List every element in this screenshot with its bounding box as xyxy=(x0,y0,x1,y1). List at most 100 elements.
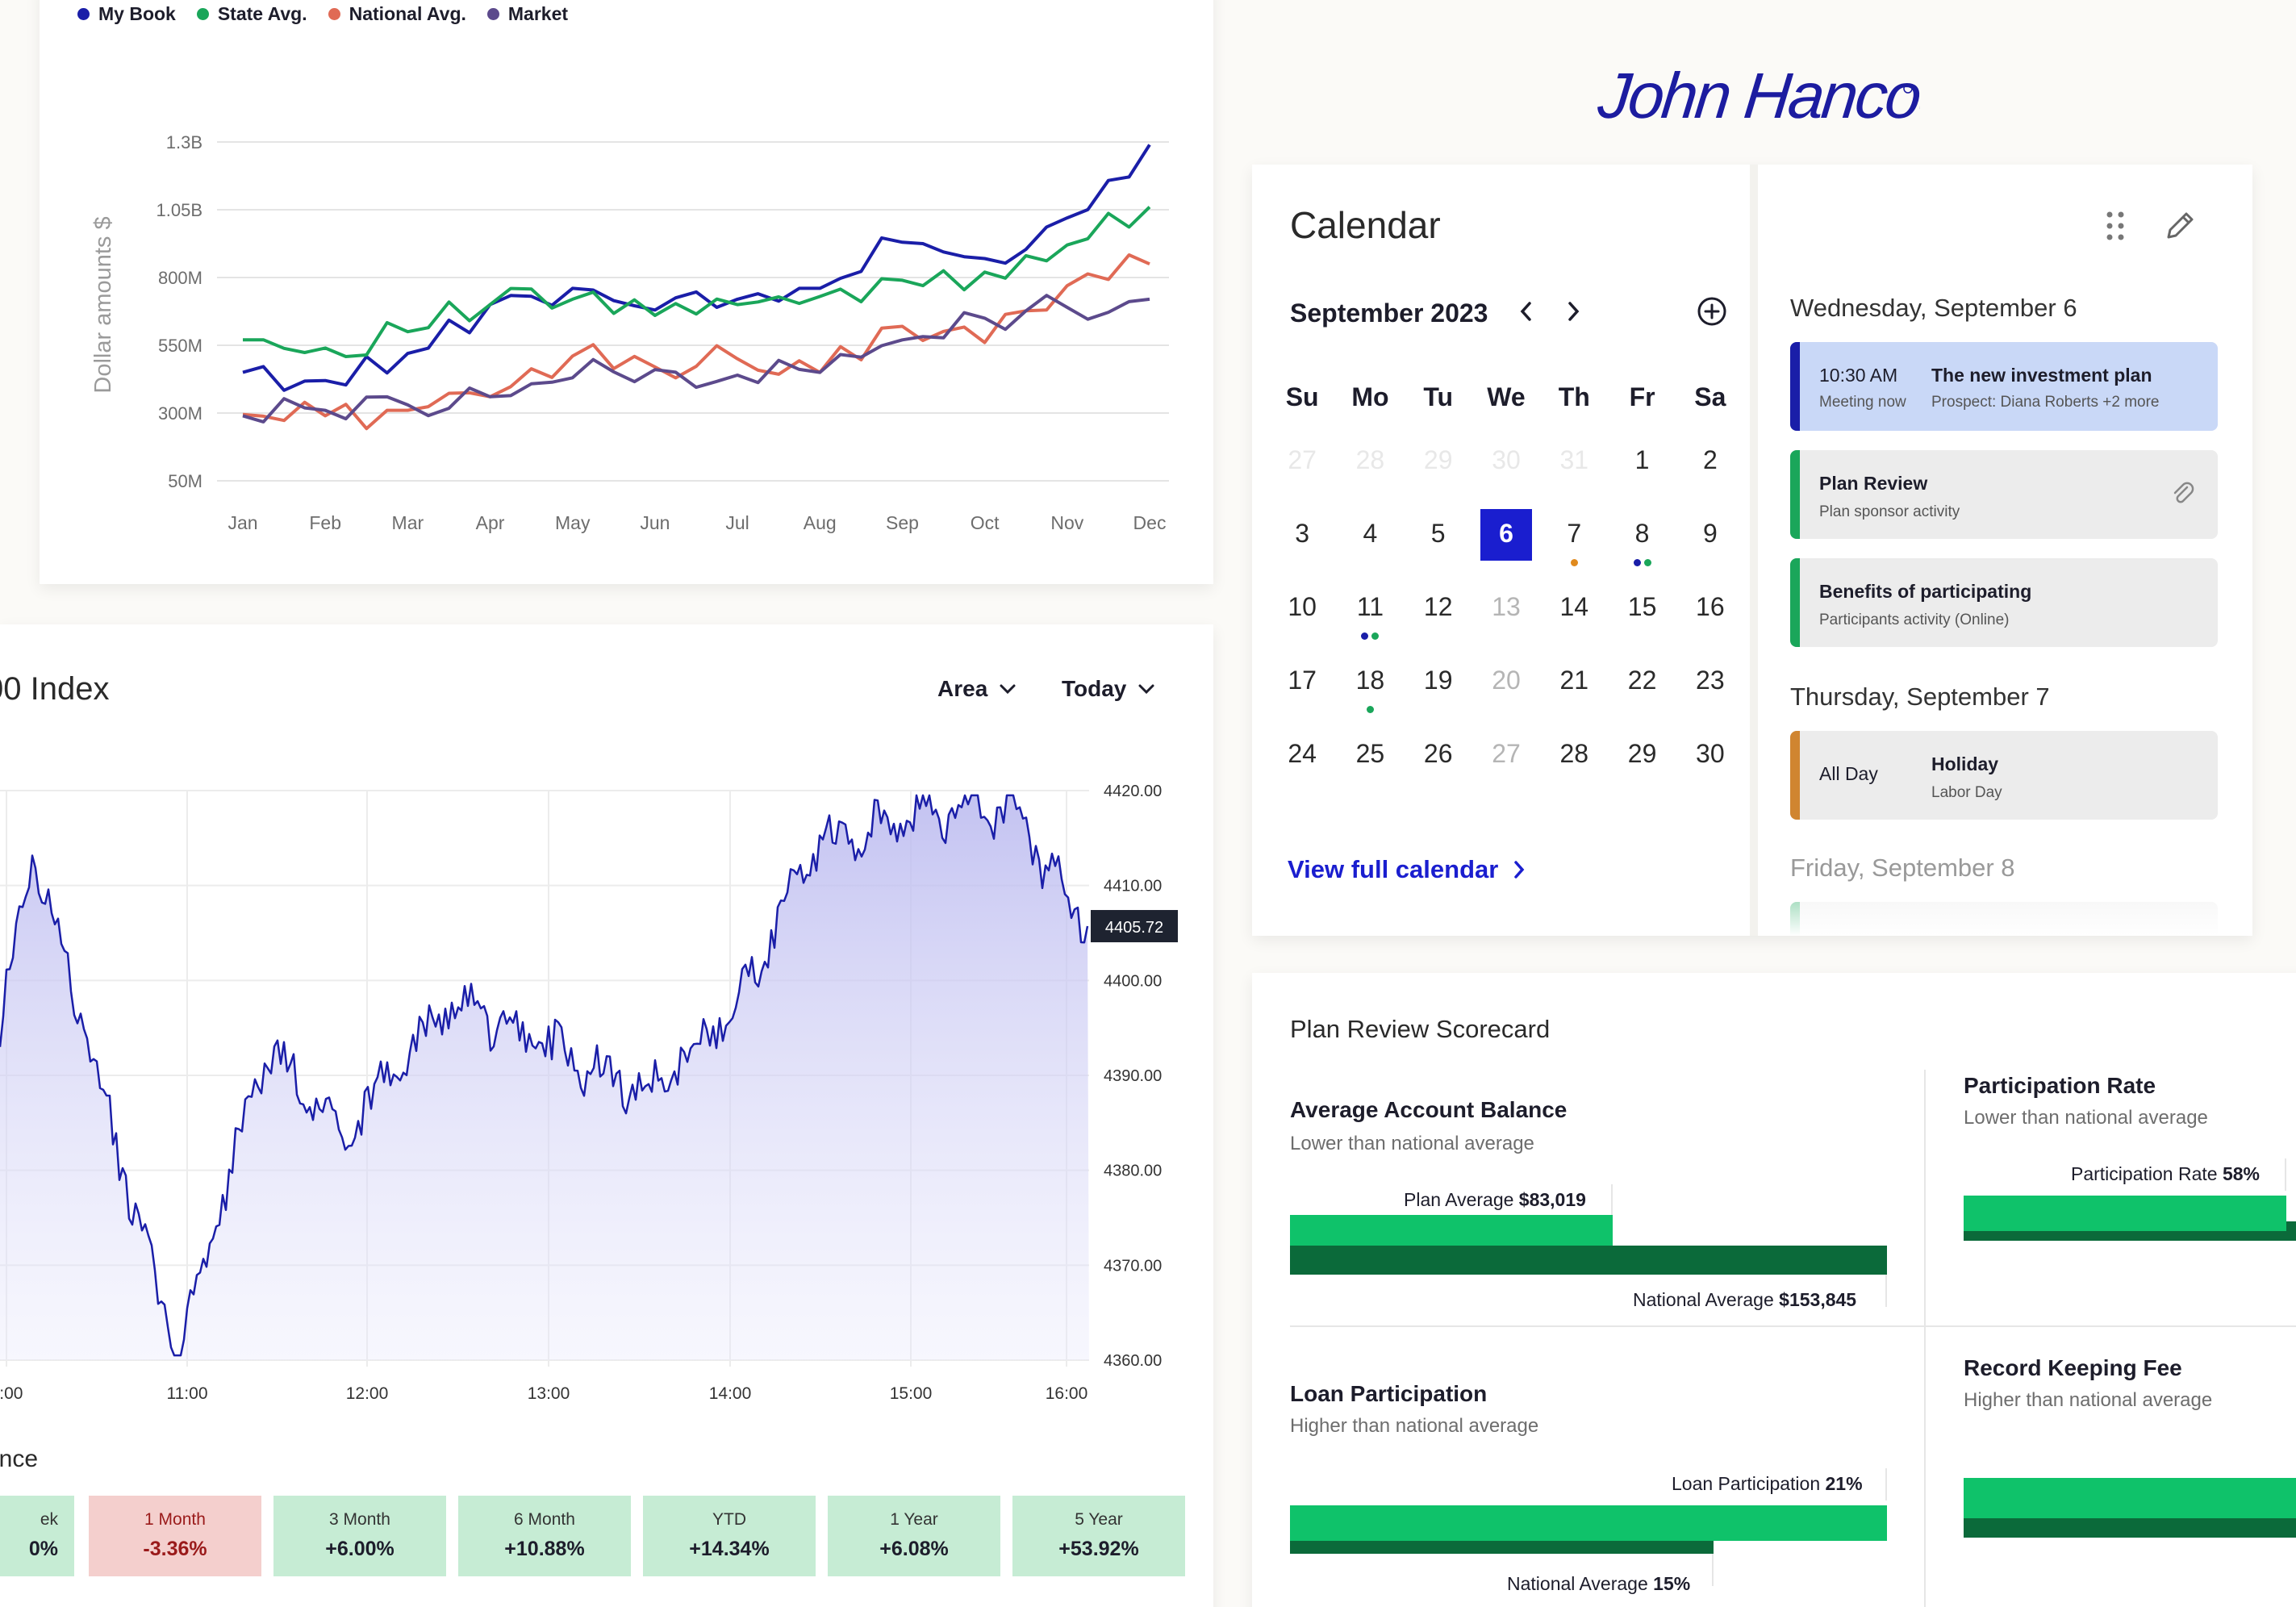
calendar-day-18[interactable]: 18 xyxy=(1336,656,1404,729)
view-full-calendar-label: View full calendar xyxy=(1288,855,1499,883)
scorecard-subheading: Lower than national average xyxy=(1290,1133,1534,1154)
series-line xyxy=(242,294,1150,424)
drag-handle-icon[interactable] xyxy=(2106,210,2125,242)
x-tick-label: Apr xyxy=(476,512,505,533)
calendar-day-23[interactable]: 23 xyxy=(1696,666,1725,695)
x-tick-label: 0:00 xyxy=(0,1384,23,1403)
weekday-label: Su xyxy=(1285,382,1319,411)
calendar-day-26[interactable]: 26 xyxy=(1423,739,1453,768)
agenda-event-investment-plan[interactable]: 10:30 AM Meeting now The new investment … xyxy=(1790,342,2218,431)
agenda-event-benefits[interactable]: Benefits of participating Participants a… xyxy=(1790,558,2218,647)
x-tick-label: 16:00 xyxy=(1046,1384,1088,1403)
calendar-day-7[interactable]: 7 xyxy=(1540,509,1608,582)
event-subtitle: Plan sponsor activity xyxy=(1819,503,1960,520)
view-full-calendar-link[interactable]: View full calendar xyxy=(1288,855,1526,884)
y-axis-title: Dollar amounts $ xyxy=(90,216,116,393)
calendar-day-3[interactable]: 3 xyxy=(1295,519,1310,548)
legend-item[interactable]: State Avg. xyxy=(196,3,307,25)
calendar-day-5[interactable]: 5 xyxy=(1430,519,1446,548)
calendar-day-4[interactable]: 4 xyxy=(1363,519,1378,548)
performance-tile[interactable]: 1 Month -3.36% xyxy=(89,1496,261,1576)
next-month-button[interactable] xyxy=(1557,294,1589,329)
calendar-day-15[interactable]: 15 xyxy=(1627,592,1657,621)
bar-tick xyxy=(1885,1275,1887,1307)
calendar-day-2[interactable]: 2 xyxy=(1702,445,1718,474)
performance-tile[interactable]: 5 Year +53.92% xyxy=(1012,1496,1185,1576)
legend-item[interactable]: Market xyxy=(486,3,569,25)
calendar-day-11[interactable]: 11 xyxy=(1336,582,1404,656)
chart-type-label: Area xyxy=(937,676,988,701)
calendar-day-21[interactable]: 21 xyxy=(1559,666,1589,695)
plus-circle-icon xyxy=(1697,297,1726,326)
event-subtitle: Labor Day xyxy=(1931,784,2002,801)
agenda-event-plan-review[interactable]: Plan Review Plan sponsor activity xyxy=(1790,450,2218,539)
x-tick-label: 11:00 xyxy=(167,1384,208,1403)
legend-item[interactable]: My Book xyxy=(77,3,176,25)
calendar-day-prev: 27 xyxy=(1288,445,1317,474)
index-area-chart-card: 00 Index Area Today 0:00 11:00 12:00 13:00 1… xyxy=(0,624,1213,1607)
calendar-day-1[interactable]: 1 xyxy=(1634,445,1650,474)
chevron-down-icon xyxy=(1138,684,1154,695)
tile-label: 1 Month xyxy=(144,1510,206,1529)
tile-value: +6.08% xyxy=(879,1538,949,1560)
calendar-day-25[interactable]: 25 xyxy=(1355,739,1385,768)
calendar-day-29[interactable]: 29 xyxy=(1627,739,1657,768)
current-value-label: 4405.72 xyxy=(1105,919,1163,937)
calendar-day-27[interactable]: 27 xyxy=(1492,739,1521,768)
calendar-day-17[interactable]: 17 xyxy=(1288,666,1317,695)
record-fee-national-bar xyxy=(1964,1518,2296,1538)
calendar-day-30[interactable]: 30 xyxy=(1696,739,1725,768)
loan-national-label: National Average 15% xyxy=(1507,1573,1691,1594)
calendar-day-22[interactable]: 22 xyxy=(1627,666,1657,695)
legend-item[interactable]: National Avg. xyxy=(328,3,466,25)
tile-label: 6 Month xyxy=(514,1510,575,1529)
x-tick-label: 12:00 xyxy=(346,1384,389,1403)
calendar-day-14[interactable]: 14 xyxy=(1559,592,1589,621)
calendar-card: Calendar September 2023 Su Mo Tu We Th Fr Sa 2… xyxy=(1252,165,2252,936)
edit-pencil-icon[interactable] xyxy=(2162,208,2198,244)
legend-label: My Book xyxy=(98,3,176,24)
calendar-day-13[interactable]: 13 xyxy=(1492,592,1521,621)
time-range-dropdown[interactable]: Today xyxy=(1062,676,1155,702)
y-tick-label: 800M xyxy=(158,268,202,288)
calendar-day-10[interactable]: 10 xyxy=(1288,592,1317,621)
svg-text:John Hancock: John Hancock xyxy=(1597,59,1920,131)
scorecard-subheading: Higher than national average xyxy=(1290,1415,1539,1437)
performance-tile[interactable]: YTD +14.34% xyxy=(643,1496,816,1576)
agenda-event-holiday[interactable]: All Day Holiday Labor Day xyxy=(1790,731,2218,820)
y-tick-label: 4390.00 xyxy=(1104,1067,1162,1085)
prev-month-button[interactable] xyxy=(1510,294,1542,329)
x-tick-label: 15:00 xyxy=(890,1384,933,1403)
performance-tile[interactable]: ek 0% xyxy=(0,1496,74,1576)
calendar-day-12[interactable]: 12 xyxy=(1423,592,1453,621)
event-subtitle: Prospect: Diana Roberts +2 more xyxy=(1931,394,2160,411)
legend-label: Market xyxy=(507,3,569,24)
calendar-day-8[interactable]: 8 xyxy=(1608,509,1676,582)
calendar-day-6-selected[interactable]: 6 xyxy=(1472,509,1540,582)
chart-type-dropdown[interactable]: Area xyxy=(937,676,1017,702)
calendar-day-28[interactable]: 28 xyxy=(1559,739,1589,768)
performance-tile[interactable]: 1 Year +6.08% xyxy=(828,1496,1000,1576)
calendar-day-19[interactable]: 19 xyxy=(1423,666,1453,695)
paperclip-icon[interactable] xyxy=(2171,479,2195,507)
add-event-button[interactable] xyxy=(1694,294,1730,329)
legend-swatch xyxy=(328,8,340,20)
current-value-badge: 4405.72 xyxy=(1091,910,1178,943)
performance-tile[interactable]: 6 Month +10.88% xyxy=(458,1496,631,1576)
chevron-down-icon xyxy=(1000,684,1016,695)
x-tick-label: 14:00 xyxy=(709,1384,752,1403)
y-tick-label: 4400.00 xyxy=(1104,972,1162,990)
participation-rate-bar xyxy=(1964,1196,2286,1231)
portfolio-line-chart-card: My Book State Avg. National Avg. Market 50M… xyxy=(40,0,1213,584)
record-fee-bar xyxy=(1964,1478,2296,1518)
calendar-grid: Su Mo Tu We Th Fr Sa 27 28 29 30 31 1 2 3 4 5 … xyxy=(1268,382,1744,803)
calendar-day-9[interactable]: 9 xyxy=(1702,519,1718,548)
scorecard-subheading: Higher than national average xyxy=(1964,1389,2213,1411)
calendar-day-20[interactable]: 20 xyxy=(1492,666,1521,695)
x-tick-label: 13:00 xyxy=(528,1384,570,1403)
y-tick-label: 1.3B xyxy=(166,132,202,152)
calendar-day-24[interactable]: 24 xyxy=(1288,739,1317,768)
tile-value: +6.00% xyxy=(325,1538,394,1560)
performance-tile[interactable]: 3 Month +6.00% xyxy=(273,1496,446,1576)
calendar-day-16[interactable]: 16 xyxy=(1696,592,1725,621)
